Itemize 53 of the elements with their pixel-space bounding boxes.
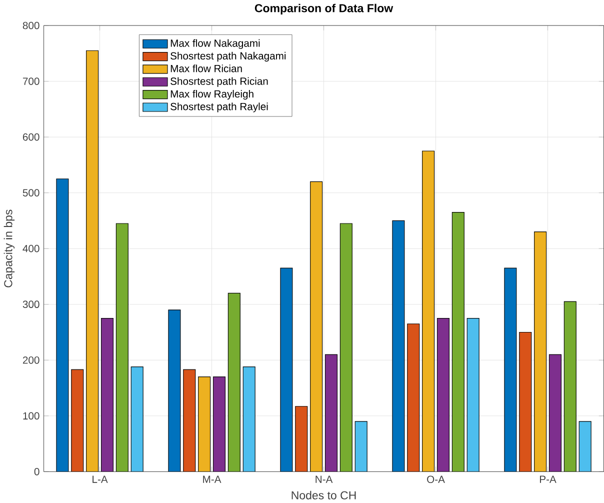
bar (310, 181, 323, 472)
bar (452, 212, 464, 472)
legend-label: Max flow Nakagami (170, 39, 260, 49)
bar (324, 354, 338, 472)
y-tick-label: 300 (22, 300, 40, 308)
legend-label: Shosrtest path Raylei (170, 102, 268, 112)
y-tick-label: 500 (22, 189, 40, 196)
bar (354, 421, 368, 472)
bar (407, 323, 420, 472)
bar (71, 369, 84, 472)
y-axis-title: Capacity in bps (4, 210, 15, 288)
bar (130, 366, 144, 472)
bar (280, 268, 293, 472)
x-axis-title: Nodes to CH (292, 490, 356, 500)
x-tick-label: P-A (540, 476, 556, 483)
bar (198, 376, 211, 472)
chart-title: Comparison of Data Flow (254, 4, 394, 14)
legend-label: Max flow Rayleigh (170, 90, 254, 100)
y-tick-label: 0 (34, 468, 40, 476)
x-tick-label: M-A (203, 476, 222, 483)
bar (116, 223, 128, 472)
bar (212, 376, 226, 472)
bar (86, 50, 99, 472)
bar (578, 421, 592, 472)
legend-label: Max flow Rician (170, 64, 242, 72)
y-tick-label: 100 (23, 412, 40, 420)
bar (168, 310, 181, 472)
y-tick-label: 200 (22, 356, 40, 364)
legend-label: Shosrtest path Nakagami (170, 52, 286, 62)
x-tick-label: L-A (92, 476, 108, 483)
bar (466, 318, 480, 472)
bar (548, 354, 562, 472)
x-tick-label: O-A (427, 476, 445, 483)
bar (242, 366, 256, 472)
y-tick-label: 600 (22, 133, 40, 141)
bar (519, 332, 532, 472)
y-tick-label: 700 (22, 78, 40, 85)
y-tick-label: 400 (22, 244, 40, 252)
bar (422, 150, 435, 472)
bar (228, 292, 240, 472)
bar (183, 369, 196, 472)
bar (295, 406, 308, 472)
bar (534, 231, 547, 472)
y-tick-label: 800 (22, 22, 40, 30)
legend-label: Shosrtest path Rician (170, 77, 268, 87)
bar (56, 178, 69, 472)
bar (436, 318, 450, 472)
bar (100, 318, 114, 472)
bar (340, 223, 352, 472)
bar (564, 301, 576, 472)
bar (392, 220, 405, 472)
x-tick-label: N-A (316, 476, 333, 483)
bar (504, 268, 517, 472)
